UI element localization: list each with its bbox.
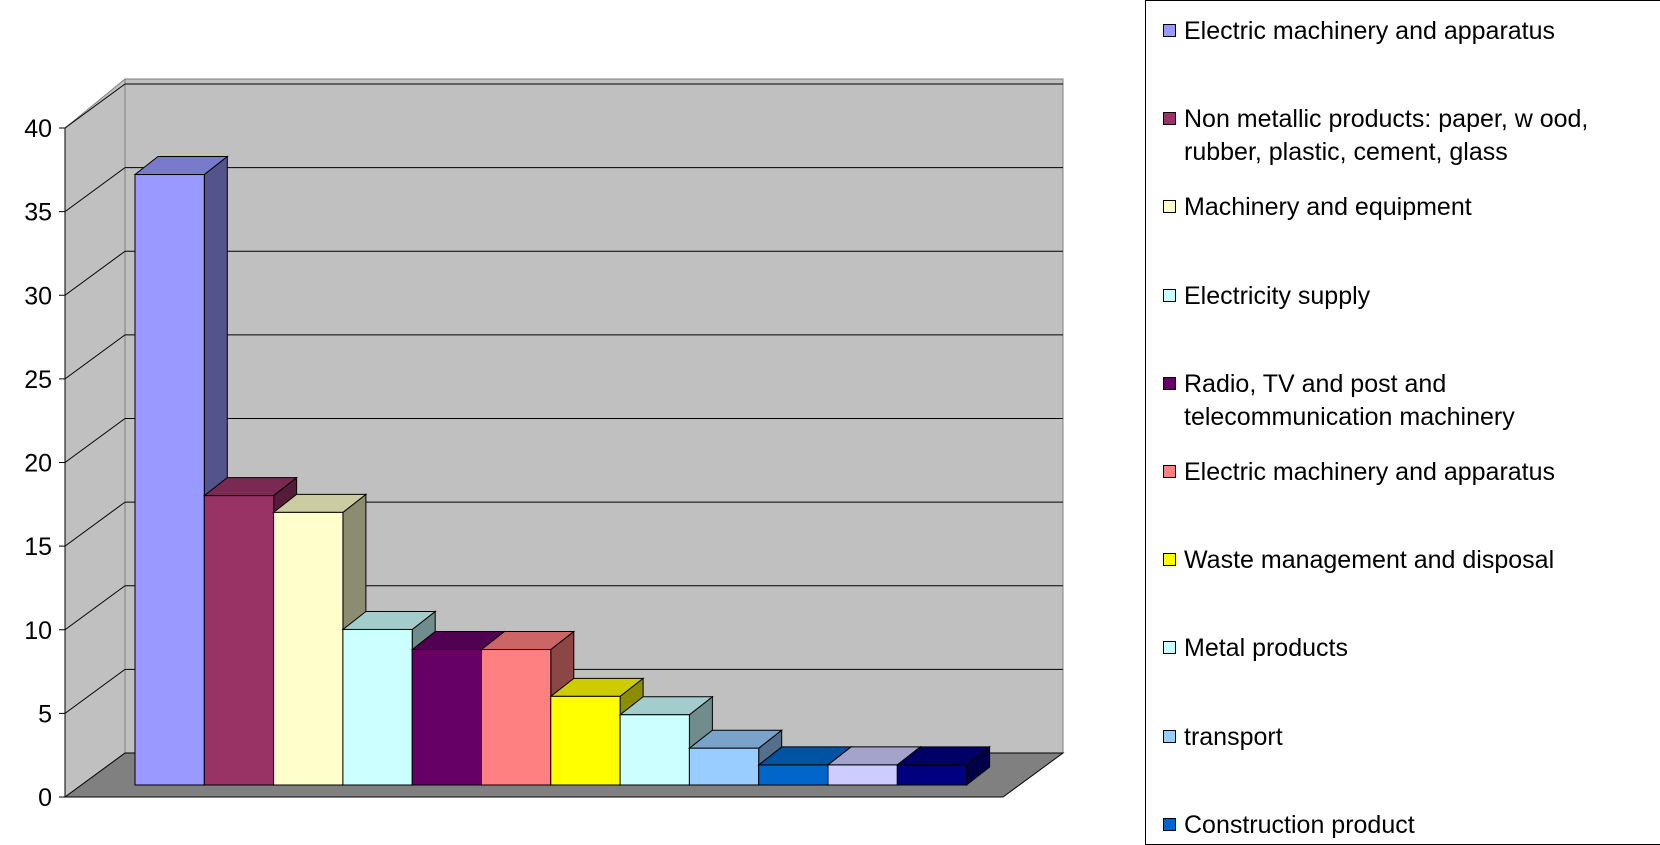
legend-swatch: [1163, 553, 1176, 567]
bar-front: [827, 764, 898, 786]
gridline: [64, 334, 126, 380]
bar-front: [342, 628, 413, 786]
y-tick-label: 35: [24, 199, 52, 227]
legend-label: transport: [1184, 722, 1283, 751]
legend-swatch: [1163, 24, 1176, 37]
legend-item: Electric machinery and apparatus: [1163, 456, 1654, 489]
gridline: [64, 585, 126, 631]
bar-front: [550, 695, 621, 786]
gridline: [64, 83, 126, 129]
bar-front: [134, 174, 205, 786]
legend-item: Machinery and equipment: [1163, 191, 1654, 224]
legend-label: Electric machinery and apparatus: [1184, 458, 1556, 486]
bar-front: [481, 649, 552, 786]
legend-swatch: [1163, 817, 1176, 831]
y-tick-label: 30: [24, 282, 52, 310]
legend-label: Waste management and disposal: [1184, 546, 1555, 575]
legend-item: Construction product: [1163, 809, 1654, 842]
legend-swatch: [1163, 641, 1176, 655]
legend-label: Non metallic products: paper, w ood, rub…: [1184, 105, 1589, 167]
legend-label: Radio, TV and post and telecommunication…: [1184, 369, 1515, 431]
legend-swatch: [1163, 200, 1176, 214]
legend-item: Metal products: [1163, 632, 1654, 665]
gridline: [64, 418, 126, 463]
legend-swatch: [1163, 376, 1176, 390]
bar-front: [688, 747, 760, 786]
legend: Electric machinery and apparatus Non meta…: [1145, 0, 1660, 845]
y-tick-label: 25: [24, 366, 52, 394]
y-tick-label: 10: [24, 617, 52, 645]
legend-item: Radio, TV and post and telecommunication…: [1163, 368, 1654, 434]
bar-front: [758, 764, 829, 786]
gridline: [64, 501, 126, 547]
bar-front: [619, 714, 690, 786]
legend-swatch: [1163, 288, 1176, 302]
side-wall: [64, 77, 126, 798]
bar-front: [896, 764, 968, 786]
y-tick-label: 40: [24, 115, 52, 143]
y-tick-label: 15: [24, 533, 52, 561]
bar-front: [203, 495, 275, 786]
legend-swatch: [1163, 465, 1176, 478]
bar-front: [411, 649, 483, 786]
legend-swatch: [1163, 729, 1176, 743]
legend-item: Electric machinery and apparatus: [1163, 15, 1654, 48]
legend-item: Non metallic products: paper, w ood, rub…: [1163, 103, 1654, 169]
gridline: [64, 167, 126, 213]
legend-label: Electric machinery and apparatus: [1184, 17, 1556, 45]
bar: [895, 745, 992, 787]
legend-label: Machinery and equipment: [1184, 193, 1472, 222]
legend-label: Electricity supply: [1184, 281, 1371, 310]
legend-item: Waste management and disposal: [1163, 544, 1654, 577]
legend-item: Electricity supply: [1163, 280, 1654, 313]
legend-label: Metal products: [1184, 634, 1348, 663]
bar-front: [273, 511, 344, 786]
y-tick-label: 20: [24, 450, 52, 478]
legend-swatch: [1163, 112, 1176, 126]
y-tick-label: 0: [38, 784, 52, 812]
legend-item: transport: [1163, 721, 1654, 754]
bar-chart: 0 5 10 15 20 25 30 35 40: [24, 77, 1065, 812]
legend-label: Construction product: [1184, 810, 1415, 839]
y-tick-label: 5: [38, 700, 52, 728]
gridline: [64, 250, 126, 296]
gridline: [64, 668, 126, 714]
